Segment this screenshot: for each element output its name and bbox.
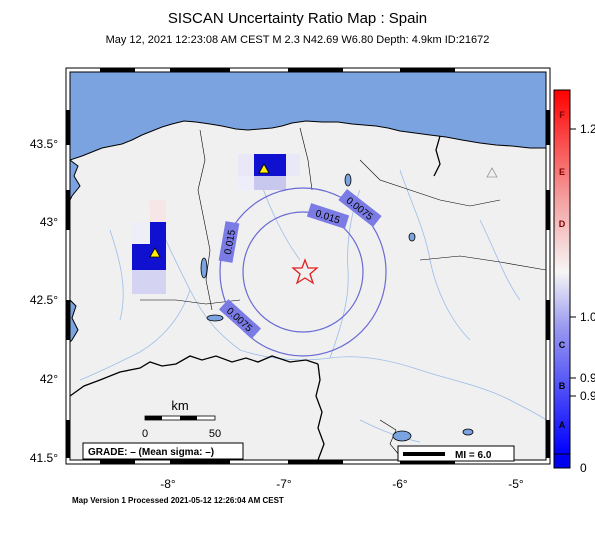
station-triangle-unused	[486, 167, 498, 178]
colorbar-value: 1.0	[580, 310, 595, 324]
station-triangle	[258, 163, 270, 174]
epicenter-star-icon	[291, 258, 319, 285]
lat-tick: 43.5°	[30, 137, 58, 151]
event-info: May 12, 2021 12:23:08 AM CEST M 2.3 N42.…	[105, 34, 490, 46]
lon-tick: -7°	[276, 477, 292, 491]
uncertainty-cells	[132, 154, 300, 294]
map-area	[70, 72, 546, 460]
colorbar-letter: F	[559, 110, 565, 120]
colorbar-letter: E	[559, 167, 565, 177]
colorbar-value: 0.9	[580, 389, 595, 403]
borders	[70, 135, 441, 460]
admin-lines	[140, 127, 546, 457]
reservoirs	[200, 173, 474, 442]
lat-axis: 43.5° 43° 42.5° 42° 41.5°	[30, 137, 58, 465]
scale-unit: km	[171, 398, 188, 413]
colorbar-letter: B	[559, 381, 566, 391]
lat-tick: 42°	[40, 372, 58, 386]
lat-tick: 41.5°	[30, 451, 58, 465]
lon-tick: -8°	[160, 477, 176, 491]
map-title: SISCAN Uncertainty Ratio Map : Spain	[167, 10, 428, 27]
lon-tick: -5°	[508, 477, 524, 491]
processing-footer: Map Version 1 Processed 2021-05-12 12:26…	[72, 496, 284, 505]
lat-tick: 42.5°	[30, 293, 58, 307]
sea	[70, 72, 546, 161]
station-triangle	[149, 247, 161, 258]
grade-box: GRADE: – (Mean sigma: –)	[82, 442, 244, 460]
scale-bar: km 0 50	[142, 398, 221, 440]
colorbar-letter: C	[559, 340, 566, 350]
scale-start: 0	[142, 428, 148, 440]
colorbar-value: 0	[580, 461, 587, 475]
colorbar: F E D C B A 1.2 1.0 0.9 0.9 0	[553, 89, 595, 475]
lon-axis: -8° -7° -6° -5°	[160, 477, 524, 491]
mi-legend: MI = 6.0	[397, 445, 515, 462]
colorbar-letter: D	[559, 219, 566, 229]
lat-tick: 43°	[40, 215, 58, 229]
grade-text: GRADE: – (Mean sigma: –)	[88, 447, 214, 458]
mi-text: MI = 6.0	[455, 450, 492, 461]
colorbar-letter: A	[559, 420, 566, 430]
contours	[219, 187, 387, 357]
lon-tick: -6°	[392, 477, 408, 491]
colorbar-value: 0.9	[580, 371, 595, 385]
map-frame	[65, 67, 551, 465]
atlantic-west	[70, 159, 81, 201]
contour-label: 0.015	[223, 229, 238, 256]
scale-end: 50	[209, 428, 221, 440]
colorbar-value: 1.2	[580, 122, 595, 136]
